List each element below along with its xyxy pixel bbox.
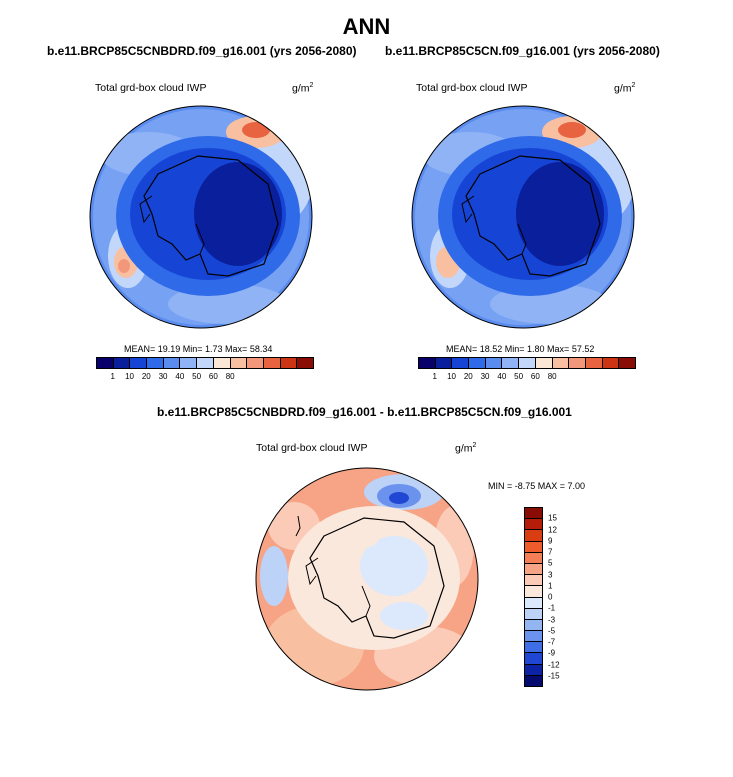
colorbar-box	[569, 358, 586, 368]
colorbar-tick-label: 60	[208, 372, 218, 381]
colorbar-box	[525, 608, 542, 620]
colorbar-tick-label: -3	[548, 615, 556, 624]
colorbar-box	[435, 358, 453, 368]
colorbar-tick-label: 1	[432, 372, 437, 381]
colorbar-box	[525, 530, 542, 542]
colorbar-tick-label: 10	[447, 372, 456, 381]
colorbar-box	[525, 563, 542, 576]
colorbar-tick-label: 9	[548, 536, 553, 546]
colorbar-box	[502, 358, 520, 368]
colorbar-box	[525, 586, 542, 598]
colorbar-tick-label: 5	[548, 558, 553, 568]
diff-stats: MIN = -8.75 MAX = 7.00	[488, 481, 586, 491]
colorbar-tick-label: -12	[548, 660, 560, 669]
colorbar-tick-label: 0	[548, 592, 553, 602]
diff-colorbar-ticks: 15 12 9 7 5 3 1 0 -1 -3 -5 -7 -9 -12 -15	[548, 507, 578, 687]
left-colorbar-boxes	[96, 357, 314, 369]
colorbar-tick-label: 30	[480, 372, 490, 381]
colorbar-box	[263, 358, 281, 368]
colorbar-box	[230, 358, 248, 368]
colorbar-box	[519, 358, 536, 368]
right-case-title: b.e11.BRCP85C5CN.f09_g16.001 (yrs 2056-2…	[385, 44, 660, 58]
right-variable-label: Total grd-box cloud IWP	[416, 82, 528, 94]
colorbar-box	[452, 358, 470, 368]
colorbar-box	[147, 358, 164, 368]
colorbar-box	[247, 358, 264, 368]
right-colorbar	[418, 357, 636, 369]
colorbar-box	[525, 619, 542, 632]
right-units-label: g/m2	[614, 82, 636, 95]
colorbar-tick-label: 15	[548, 513, 557, 523]
colorbar-box	[552, 358, 570, 368]
left-units-label: g/m2	[292, 82, 314, 95]
colorbar-box	[97, 358, 114, 368]
colorbar-box	[197, 358, 214, 368]
colorbar-box	[525, 664, 542, 676]
colorbar-tick-label: 20	[141, 372, 151, 381]
colorbar-box	[180, 358, 198, 368]
right-colorbar-ticks: 1 10 20 30 40 50 60 80	[418, 372, 636, 384]
diff-variable-label: Total grd-box cloud IWP	[256, 442, 368, 454]
colorbar-tick-label: -7	[548, 637, 556, 647]
colorbar-box	[525, 541, 542, 553]
colorbar-tick-label: 80	[225, 372, 235, 381]
right-stats: MEAN= 18.52 Min= 1.80 Max= 57.52	[446, 344, 595, 354]
colorbar-box	[213, 358, 231, 368]
colorbar-box	[469, 358, 486, 368]
left-variable-label: Total grd-box cloud IWP	[95, 82, 207, 94]
colorbar-tick-label: 40	[175, 372, 185, 381]
colorbar-box	[619, 358, 635, 368]
diff-colorbar	[524, 507, 543, 687]
page-title: ANN	[342, 14, 391, 39]
left-case-title: b.e11.BRCP85C5CNBDRD.f09_g16.001 (yrs 20…	[47, 44, 357, 58]
colorbar-tick-label: 50	[514, 372, 524, 381]
colorbar-tick-label: 10	[125, 372, 134, 381]
colorbar-box	[525, 642, 542, 654]
colorbar-box	[525, 575, 542, 587]
diff-units-label: g/m2	[455, 442, 477, 455]
diff-title: b.e11.BRCP85C5CNBDRD.f09_g16.001 - b.e11…	[157, 405, 572, 419]
colorbar-box	[163, 358, 181, 368]
colorbar-tick-label: -1	[548, 603, 556, 613]
colorbar-box	[525, 675, 542, 686]
colorbar-tick-label: 80	[547, 372, 557, 381]
colorbar-tick-label: 1	[548, 581, 553, 591]
colorbar-tick-label: 1	[110, 372, 115, 381]
diff-polar-map	[255, 467, 479, 691]
right-polar-map	[411, 105, 635, 329]
colorbar-box	[419, 358, 436, 368]
colorbar-tick-label: 40	[497, 372, 507, 381]
colorbar-tick-label: -9	[548, 648, 556, 658]
colorbar-box	[113, 358, 131, 368]
colorbar-box	[485, 358, 503, 368]
left-stats: MEAN= 19.19 Min= 1.73 Max= 58.34	[124, 344, 273, 354]
colorbar-tick-label: 7	[548, 547, 553, 557]
colorbar-tick-label: -15	[548, 671, 560, 681]
colorbar-tick-label: 12	[548, 525, 557, 534]
colorbar-box	[585, 358, 603, 368]
colorbar-box	[525, 631, 542, 643]
right-colorbar-boxes	[418, 357, 636, 369]
colorbar-box	[297, 358, 313, 368]
colorbar-box	[535, 358, 553, 368]
left-polar-map	[89, 105, 313, 329]
colorbar-box	[280, 358, 298, 368]
colorbar-box	[525, 653, 542, 665]
colorbar-box	[525, 552, 542, 564]
colorbar-tick-label: 3	[548, 570, 553, 579]
colorbar-box	[602, 358, 620, 368]
colorbar-tick-label: 50	[192, 372, 202, 381]
colorbar-tick-label: 20	[463, 372, 473, 381]
colorbar-box	[525, 508, 542, 520]
colorbar-box	[525, 519, 542, 531]
left-colorbar	[96, 357, 314, 369]
colorbar-tick-label: -5	[548, 626, 556, 636]
colorbar-box	[525, 597, 542, 609]
left-colorbar-ticks: 1 10 20 30 40 50 60 80	[96, 372, 314, 384]
colorbar-tick-label: 60	[530, 372, 540, 381]
colorbar-tick-label: 30	[158, 372, 168, 381]
colorbar-box	[130, 358, 148, 368]
